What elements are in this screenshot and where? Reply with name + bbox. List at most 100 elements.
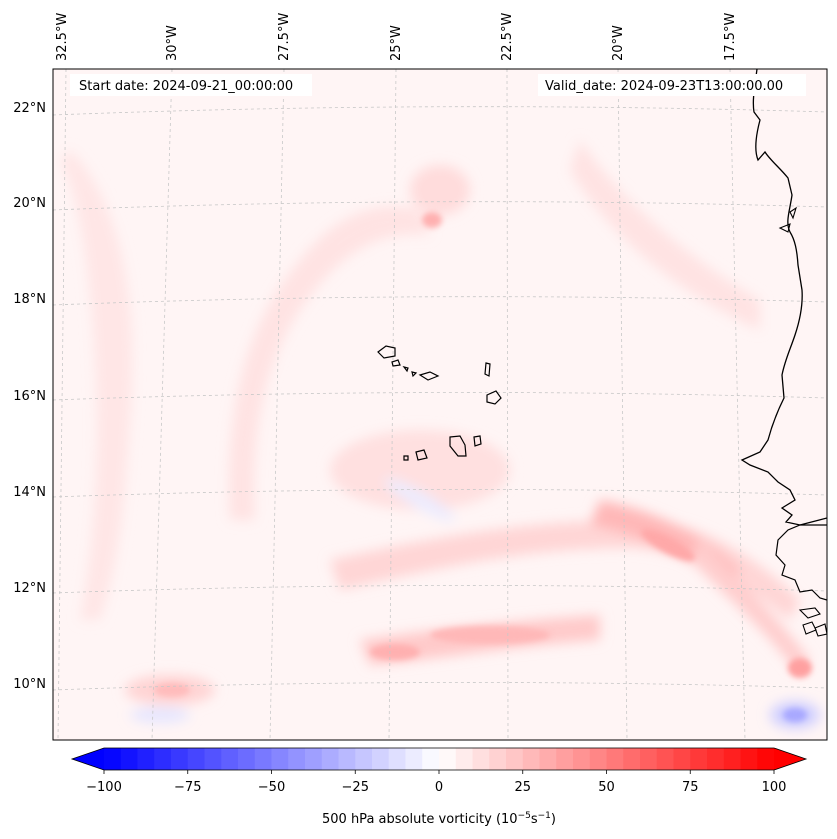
coastline-africa [740, 69, 827, 526]
island-boa-vista [486, 390, 502, 405]
colorbar-cell [539, 748, 557, 770]
valid-date-box [538, 74, 806, 96]
colorbar-extend-max [774, 748, 806, 770]
colorbar-cell [154, 748, 172, 770]
colorbar-tick-label: 100 [762, 780, 787, 795]
island-santa-luzia [402, 366, 409, 373]
bissagos-islands [798, 607, 827, 637]
colorbar-tick-label: −25 [342, 780, 369, 795]
colorbar-cell [506, 748, 524, 770]
colorbar-tick-label: 50 [598, 780, 615, 795]
colorbar-cell [455, 748, 473, 770]
colorbar-extend-min [72, 748, 104, 770]
colorbar-cell [338, 748, 356, 770]
vorticity-peak-north [422, 212, 442, 228]
colorbar-cell [120, 748, 138, 770]
coastline-guinea-bissau [775, 524, 827, 601]
latitude-labels: 22°N 20°N 18°N 16°N 14°N 12°N 10°N [13, 101, 46, 692]
lon-label-30w: 30°W [165, 25, 180, 61]
colorbar-cell [137, 748, 155, 770]
colorbar-cell [271, 748, 289, 770]
colorbar-cell [238, 748, 256, 770]
island-sal [484, 362, 491, 377]
lon-label-25w: 25°W [389, 25, 404, 61]
colorbar-cell [656, 748, 674, 770]
vorticity-min-se [783, 708, 807, 722]
lat-label-10n: 10°N [13, 677, 46, 692]
island-maio [473, 435, 482, 447]
colorbar-tick-label: −75 [174, 780, 201, 795]
colorbar-cell [305, 748, 323, 770]
map-panel[interactable]: Start date: 2024-09-21_00:00:00 Valid_da… [53, 69, 827, 740]
vorticity-negative-sw [130, 707, 190, 723]
vorticity-peak-south [430, 626, 550, 644]
colorbar-cell [606, 748, 624, 770]
vorticity-peak-diagonal [641, 529, 695, 561]
gridlines [53, 69, 827, 740]
valid-date-label: Valid_date: 2024-09-23T13:00:00.00 [545, 79, 783, 94]
start-date-box [70, 74, 312, 96]
vorticity-peak-se [788, 658, 812, 678]
colorbar-cell [388, 748, 406, 770]
colorbar-cell [707, 748, 725, 770]
island-sao-vicente [391, 359, 401, 367]
colorbar-cell [254, 748, 272, 770]
colorbar-cell [589, 748, 607, 770]
colorbar-cells [104, 748, 775, 770]
lat-label-14n: 14°N [13, 485, 46, 500]
vorticity-band-west [60, 150, 133, 620]
lon-label-17-5w: 17.5°W [723, 13, 738, 61]
colorbar-cell [204, 748, 222, 770]
start-date-label: Start date: 2024-09-21_00:00:00 [79, 79, 293, 94]
colorbar-cell [472, 748, 490, 770]
colorbar-tick-label: −50 [258, 780, 285, 795]
colorbar-cell [288, 748, 306, 770]
colorbar-cell [673, 748, 691, 770]
colorbar-cell [171, 748, 189, 770]
cape-verde-islands [377, 345, 502, 461]
island-fogo [415, 449, 428, 461]
lat-label-16n: 16°N [13, 389, 46, 404]
colorbar-cell [522, 748, 540, 770]
colorbar-cell [489, 748, 507, 770]
vorticity-peak-southwest [370, 644, 420, 660]
colorbar-label: 500 hPa absolute vorticity (10−5s−1) [322, 811, 556, 827]
island-branco [411, 371, 418, 378]
colorbar-cell [422, 748, 440, 770]
lat-label-18n: 18°N [13, 292, 46, 307]
colorbar-cell [723, 748, 741, 770]
colorbar-cell [573, 748, 591, 770]
vorticity-band-east [570, 140, 760, 330]
colorbar-cell [640, 748, 658, 770]
colorbar-cell [757, 748, 775, 770]
colorbar-cell [372, 748, 390, 770]
island-sao-nicolau [418, 371, 440, 381]
colorbar-cell [187, 748, 205, 770]
lat-label-20n: 20°N [13, 196, 46, 211]
colorbar-cell [104, 748, 122, 770]
island-santiago [449, 435, 467, 457]
colorbar-tick-label: 0 [435, 780, 443, 795]
lon-label-27-5w: 27.5°W [277, 13, 292, 61]
colorbar-cell [690, 748, 708, 770]
vorticity-band-arc [229, 206, 430, 520]
colorbar-cell [221, 748, 239, 770]
colorbar: −100 −75 −50 −25 0 25 50 75 100 500 hPa absolute… [70, 747, 808, 827]
colorbar-ticks: −100 −75 −50 −25 0 25 50 75 100 [86, 770, 786, 795]
lon-label-22-5w: 22.5°W [500, 13, 515, 61]
colorbar-tick-label: 75 [682, 780, 699, 795]
map-frame [52, 68, 828, 741]
lat-label-12n: 12°N [13, 581, 46, 596]
colorbar-cell [439, 748, 457, 770]
colorbar-tick-label: 25 [514, 780, 531, 795]
lat-label-22n: 22°N [13, 101, 46, 116]
longitude-labels: 32.5°W 30°W 27.5°W 25°W 22.5°W 20°W 17.5… [55, 13, 738, 61]
vorticity-peak-far-sw [154, 683, 190, 697]
island-santo-antao [377, 345, 396, 359]
colorbar-cell [623, 748, 641, 770]
island-bijagos-small [778, 206, 797, 233]
vorticity-patch-north [410, 165, 470, 215]
colorbar-cell [556, 748, 574, 770]
colorbar-cell [405, 748, 423, 770]
